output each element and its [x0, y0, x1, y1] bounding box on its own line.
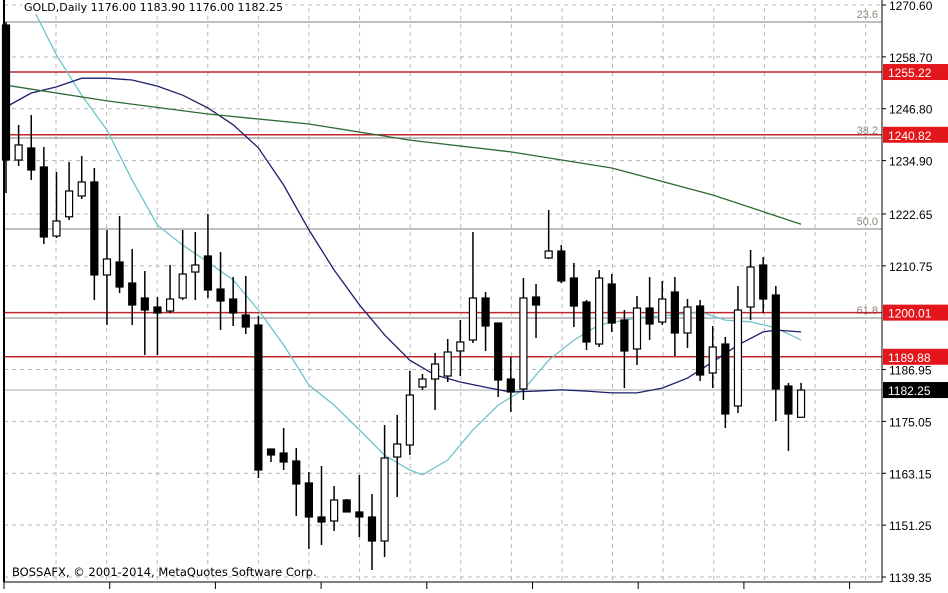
candle-bearish	[153, 306, 162, 314]
candle-bullish	[191, 264, 200, 273]
candle-bullish	[64, 190, 74, 218]
candle-bearish	[670, 291, 679, 334]
candle-bearish	[115, 261, 124, 288]
level-price-box	[883, 304, 948, 321]
level-price-label: 1189.88	[888, 351, 931, 365]
y-tick-label: 1210.75	[889, 260, 933, 274]
candle-bullish	[796, 389, 806, 418]
fibonacci-level-label: 50.0	[857, 216, 878, 228]
candle-bearish	[721, 343, 730, 415]
candle-bearish	[531, 296, 541, 306]
candle-bearish	[1, 24, 11, 161]
candle-bearish	[27, 147, 36, 171]
candle-bearish	[342, 499, 351, 513]
candle-bullish	[165, 298, 175, 312]
candle-bullish	[443, 351, 452, 377]
level-price-box	[883, 64, 948, 81]
candle-bullish	[746, 266, 755, 308]
copyright-text: BOSSAFX, © 2001-2014, MetaQuotes Softwar…	[12, 565, 317, 579]
moving-average-line	[30, 4, 802, 476]
fibonacci-level-label: 38.2	[857, 125, 878, 137]
level-price-label: 1200.01	[888, 307, 932, 321]
candle-bearish	[569, 277, 579, 307]
candle-bullish	[658, 298, 667, 323]
fibonacci-level-label: 23.6	[857, 9, 878, 21]
candle-bearish	[557, 250, 566, 282]
candle-bullish	[393, 443, 402, 458]
y-tick-label: 1222.65	[889, 208, 933, 222]
candle-bullish	[405, 394, 414, 446]
candle-bearish	[140, 297, 149, 311]
level-price-box	[883, 126, 948, 143]
candle-bearish	[266, 448, 276, 456]
candle-bullish	[733, 309, 743, 407]
candle-bearish	[645, 307, 654, 325]
y-tick-label: 1270.60	[889, 0, 933, 13]
candle-bearish	[292, 460, 301, 485]
candle-bullish	[544, 250, 553, 259]
candle-bearish	[784, 385, 793, 415]
candle-bearish	[304, 482, 313, 518]
level-price-label: 1255.22	[888, 66, 932, 80]
y-tick-label: 1186.95	[889, 364, 932, 378]
candle-bullish	[468, 297, 478, 341]
candle-bearish	[607, 283, 616, 324]
candle-bullish	[418, 378, 427, 388]
candle-bullish	[456, 341, 465, 352]
candle-bullish	[683, 306, 692, 334]
level-price-label: 1240.82	[888, 129, 932, 143]
candle-bearish	[367, 516, 377, 542]
candle-bearish	[39, 166, 48, 238]
candle-bullish	[77, 181, 86, 197]
candle-bearish	[90, 181, 99, 276]
candle-bearish	[254, 324, 263, 471]
y-tick-label: 1163.15	[889, 467, 932, 481]
candle-bullish	[14, 144, 23, 161]
chart-title: GOLD,Daily 1176.00 1183.90 1176.00 1182.…	[22, 1, 286, 14]
candle-bearish	[759, 264, 768, 300]
candle-bearish	[355, 511, 364, 518]
candle-bearish	[582, 301, 591, 343]
candle-bullish	[632, 307, 642, 350]
candle-bearish	[481, 297, 490, 327]
y-tick-label: 1139.35	[889, 571, 932, 585]
candle-bullish	[330, 499, 339, 522]
candle-bearish	[241, 314, 250, 328]
candle-bearish	[279, 452, 288, 463]
y-tick-label: 1246.80	[889, 103, 933, 117]
level-price-box	[883, 348, 948, 365]
moving-average-line	[5, 77, 802, 394]
candle-bullish	[595, 277, 604, 345]
current-price-box	[883, 382, 948, 399]
y-tick-label: 1258.70	[889, 51, 933, 65]
candle-bullish	[102, 258, 112, 276]
candle-bearish	[229, 298, 238, 314]
candle-bearish	[695, 305, 705, 376]
candle-bearish	[620, 319, 629, 352]
candle-bullish	[430, 363, 440, 380]
y-tick-label: 1151.25	[889, 519, 932, 533]
fibonacci-level-label: 61.8	[857, 305, 878, 317]
candle-bearish	[203, 255, 213, 291]
candle-bullish	[380, 457, 389, 542]
candle-bearish	[771, 294, 780, 390]
candle-bullish	[52, 220, 61, 237]
y-tick-label: 1234.90	[889, 155, 933, 169]
candle-bullish	[708, 346, 717, 374]
candle-bullish	[519, 297, 528, 390]
moving-average-line	[5, 84, 802, 225]
candle-bearish	[317, 516, 326, 523]
current-price-label: 1182.25	[888, 384, 931, 398]
candle-bearish	[128, 282, 137, 306]
candle-bullish	[178, 273, 187, 299]
y-tick-label: 1175.05	[889, 415, 932, 429]
candle-bearish	[506, 378, 515, 393]
candle-bearish	[216, 288, 225, 302]
candle-bearish	[494, 322, 503, 381]
